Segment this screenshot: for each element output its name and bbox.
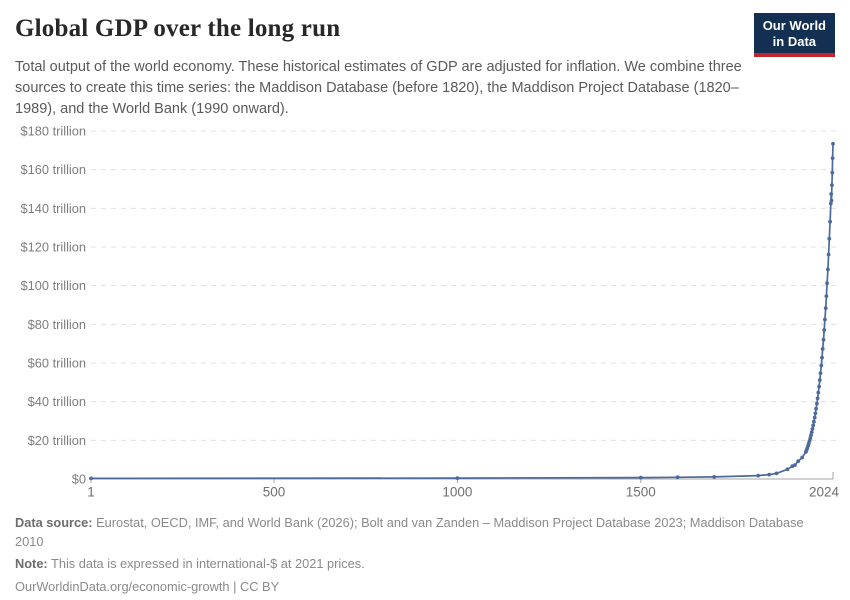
y-axis-label: $40 trillion	[28, 395, 86, 410]
data-point	[816, 391, 821, 395]
footer: Data source: Eurostat, OECD, IMF, and Wo…	[15, 514, 835, 596]
data-point	[455, 476, 460, 481]
license-label[interactable]: CC BY	[240, 579, 280, 595]
data-point	[808, 436, 813, 441]
data-point	[817, 378, 822, 383]
data-point	[830, 156, 835, 161]
data-point	[815, 402, 819, 406]
gdp-line-chart[interactable]: $0 $20 trillion $40 trillion $60 trillion $8…	[0, 121, 850, 501]
data-point	[827, 237, 832, 241]
y-axis-label: $160 trillion	[21, 163, 86, 178]
owid-url-link[interactable]: OurWorldinData.org/economic-growth	[15, 579, 230, 595]
data-point	[712, 475, 717, 480]
y-axis-label: $100 trillion	[21, 279, 86, 294]
data-point	[823, 317, 827, 322]
data-point	[821, 338, 826, 343]
note-text: This data is expressed in international-…	[47, 556, 365, 572]
data-point	[638, 476, 643, 480]
data-point	[675, 475, 680, 480]
data-point	[818, 371, 823, 376]
data-point	[823, 306, 828, 311]
x-axis-label: 1000	[442, 485, 472, 500]
data-point	[785, 467, 790, 472]
data-point	[756, 474, 761, 478]
y-axis-label: $80 trillion	[28, 317, 86, 332]
data-point	[809, 433, 813, 438]
data-point	[831, 142, 835, 147]
data-point	[828, 220, 832, 224]
data-point	[830, 183, 834, 188]
data-point	[809, 430, 814, 435]
data-point	[813, 411, 818, 416]
y-axis-label: $120 trillion	[21, 240, 86, 255]
data-source-label: Data source:	[15, 515, 93, 531]
y-axis-label: $60 trillion	[28, 356, 86, 371]
data-point	[820, 356, 824, 360]
data-point	[826, 267, 830, 272]
data-point	[815, 396, 820, 401]
data-point	[820, 347, 825, 352]
data-point	[828, 201, 833, 206]
data-point	[829, 199, 834, 203]
data-point	[825, 281, 829, 286]
chart-title: Global GDP over the long run	[15, 15, 341, 42]
data-point	[812, 420, 816, 424]
y-axis-label: $140 trillion	[21, 201, 86, 216]
data-point	[793, 463, 797, 468]
data-point	[829, 192, 834, 197]
data-point	[796, 459, 801, 464]
header: Global GDP over the long run Our World i…	[15, 13, 835, 58]
citation-separator: |	[229, 579, 240, 595]
data-point	[89, 476, 93, 481]
data-point	[800, 455, 805, 460]
x-axis-label: 1	[87, 485, 95, 500]
data-point	[826, 252, 831, 257]
data-point	[810, 427, 815, 432]
chart-canvas[interactable]: $0 $20 trillion $40 trillion $60 trillion $8…	[0, 121, 850, 501]
note-line: Note: This data is expressed in internat…	[15, 555, 817, 574]
data-source-text: Eurostat, OECD, IMF, and World Bank (202…	[15, 515, 804, 549]
chart-subtitle: Total output of the world economy. These…	[15, 59, 742, 117]
data-point	[812, 415, 817, 420]
data-point	[819, 363, 824, 368]
x-axis-label: 2024	[809, 485, 840, 500]
x-axis-label: 500	[263, 485, 286, 500]
data-point	[767, 473, 772, 477]
owid-logo-line2: in Data	[772, 33, 817, 49]
y-axis-label: $0	[72, 472, 86, 487]
data-point	[822, 328, 827, 333]
data-point	[830, 171, 835, 175]
x-axis-label: 1500	[626, 485, 656, 500]
owid-logo[interactable]: Our World in Data	[753, 13, 835, 58]
data-point	[774, 471, 779, 476]
gdp-line-series	[90, 143, 834, 480]
owid-logo-line1: Our World	[762, 18, 826, 33]
y-axis-label: $180 trillion	[21, 124, 86, 139]
data-point	[811, 423, 816, 428]
data-point	[814, 407, 818, 411]
note-label: Note:	[15, 556, 48, 572]
citation-line: OurWorldinData.org/economic-growth | CC …	[15, 578, 817, 597]
y-axis-label: $20 trillion	[28, 433, 86, 448]
data-source-line: Data source: Eurostat, OECD, IMF, and Wo…	[15, 514, 817, 551]
data-point	[824, 294, 829, 299]
data-point	[817, 385, 821, 389]
